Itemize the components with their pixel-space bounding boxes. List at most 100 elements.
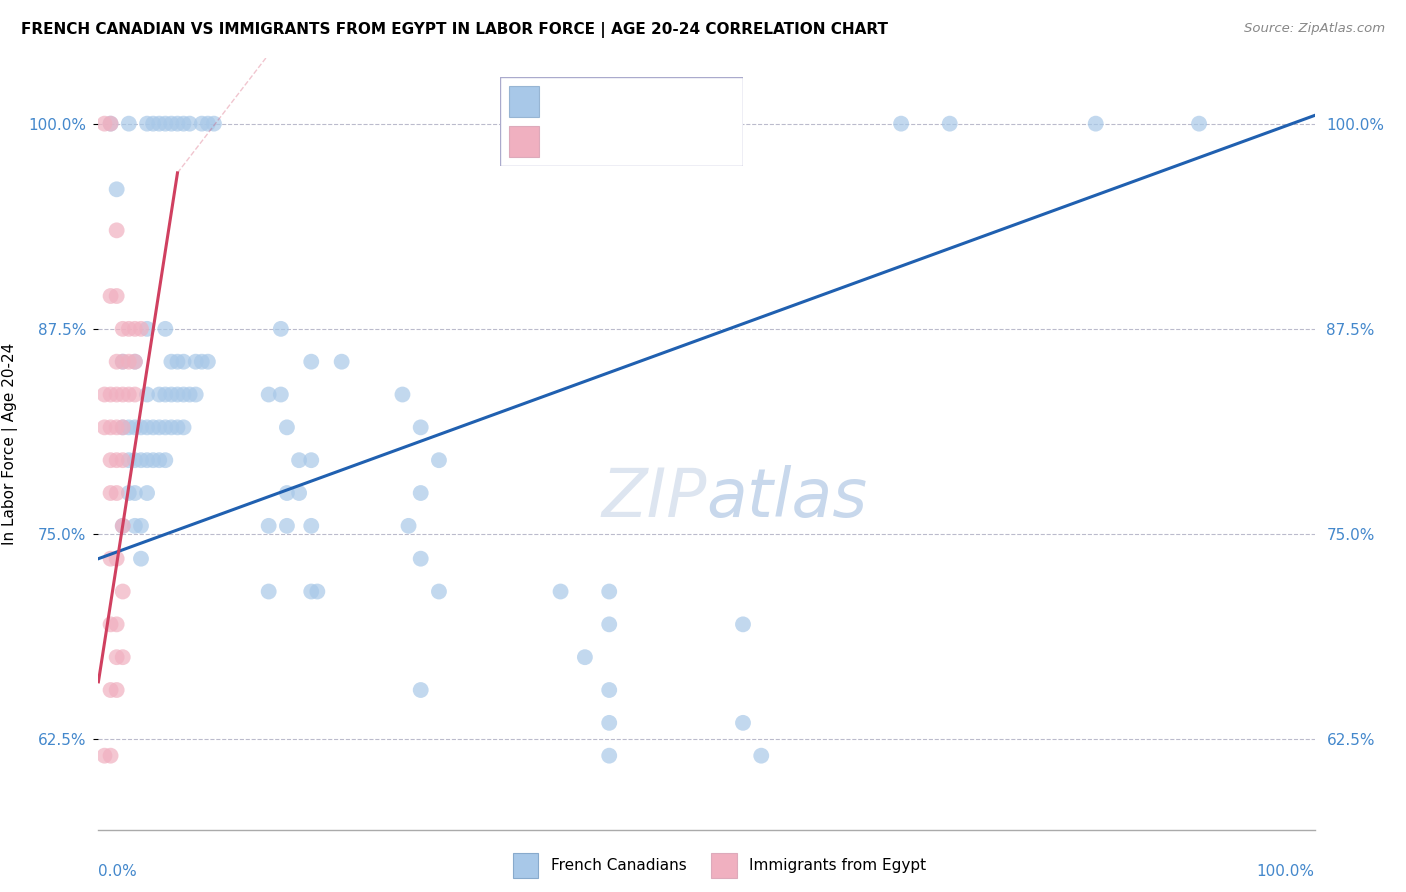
Point [136, 486, 159, 500]
Point [118, 453, 141, 467]
Point [197, 354, 219, 368]
Point [93, 420, 115, 434]
Point [398, 519, 420, 533]
Point [105, 486, 128, 500]
Point [184, 387, 207, 401]
Point [124, 354, 146, 368]
Point [202, 117, 225, 131]
Point [93, 748, 115, 763]
Point [129, 420, 152, 434]
Point [427, 453, 450, 467]
Point [136, 453, 159, 467]
Point [100, 289, 122, 303]
Point [136, 322, 159, 336]
Point [148, 453, 170, 467]
Point [111, 650, 134, 665]
Point [191, 117, 214, 131]
Point [155, 453, 177, 467]
Point [111, 387, 134, 401]
Point [129, 519, 152, 533]
Point [276, 486, 298, 500]
Point [731, 715, 754, 730]
Bar [711, 853, 737, 878]
Point [129, 453, 152, 467]
Point [118, 354, 141, 368]
Point [111, 584, 134, 599]
Point [155, 387, 177, 401]
Point [111, 322, 134, 336]
Point [124, 354, 146, 368]
Point [1188, 117, 1211, 131]
Point [574, 650, 596, 665]
Point [166, 354, 188, 368]
Point [160, 354, 183, 368]
Point [155, 117, 177, 131]
Point [173, 117, 195, 131]
Point [129, 551, 152, 566]
Point [155, 420, 177, 434]
Point [173, 420, 195, 434]
Point [105, 387, 128, 401]
Point [731, 617, 754, 632]
Point [148, 387, 170, 401]
Point [136, 420, 159, 434]
Point [111, 519, 134, 533]
Point [270, 322, 292, 336]
Point [257, 584, 280, 599]
Point [105, 453, 128, 467]
Point [111, 420, 134, 434]
Point [184, 354, 207, 368]
Point [118, 117, 141, 131]
Point [191, 354, 214, 368]
Point [100, 683, 122, 698]
Point [299, 453, 322, 467]
Point [939, 117, 962, 131]
Point [276, 519, 298, 533]
Point [100, 387, 122, 401]
Point [100, 551, 122, 566]
Point [598, 584, 620, 599]
Text: 0.0%: 0.0% [98, 864, 138, 880]
Point [409, 551, 432, 566]
Point [105, 223, 128, 237]
Point [307, 584, 329, 599]
Point [160, 117, 183, 131]
Point [118, 486, 141, 500]
Point [129, 322, 152, 336]
Point [148, 420, 170, 434]
Point [100, 117, 122, 131]
Point [173, 387, 195, 401]
Point [598, 617, 620, 632]
Text: atlas: atlas [707, 465, 868, 531]
Text: Source: ZipAtlas.com: Source: ZipAtlas.com [1244, 22, 1385, 36]
Point [409, 486, 432, 500]
Point [749, 748, 772, 763]
Text: 100.0%: 100.0% [1257, 864, 1315, 880]
Point [299, 519, 322, 533]
Point [124, 420, 146, 434]
Point [124, 519, 146, 533]
Text: FRENCH CANADIAN VS IMMIGRANTS FROM EGYPT IN LABOR FORCE | AGE 20-24 CORRELATION : FRENCH CANADIAN VS IMMIGRANTS FROM EGYPT… [21, 22, 889, 38]
Point [288, 486, 311, 500]
Point [124, 387, 146, 401]
Point [136, 387, 159, 401]
Point [111, 420, 134, 434]
Y-axis label: In Labor Force | Age 20-24: In Labor Force | Age 20-24 [1, 343, 17, 545]
Point [136, 117, 159, 131]
Point [598, 715, 620, 730]
Point [100, 748, 122, 763]
Point [270, 387, 292, 401]
Text: Immigrants from Egypt: Immigrants from Egypt [749, 858, 927, 872]
Point [105, 354, 128, 368]
Point [299, 584, 322, 599]
Point [166, 117, 188, 131]
Point [550, 584, 572, 599]
Point [598, 748, 620, 763]
Point [160, 420, 183, 434]
Point [890, 117, 912, 131]
Point [105, 551, 128, 566]
Point [100, 453, 122, 467]
Point [93, 387, 115, 401]
Point [160, 387, 183, 401]
Point [100, 486, 122, 500]
